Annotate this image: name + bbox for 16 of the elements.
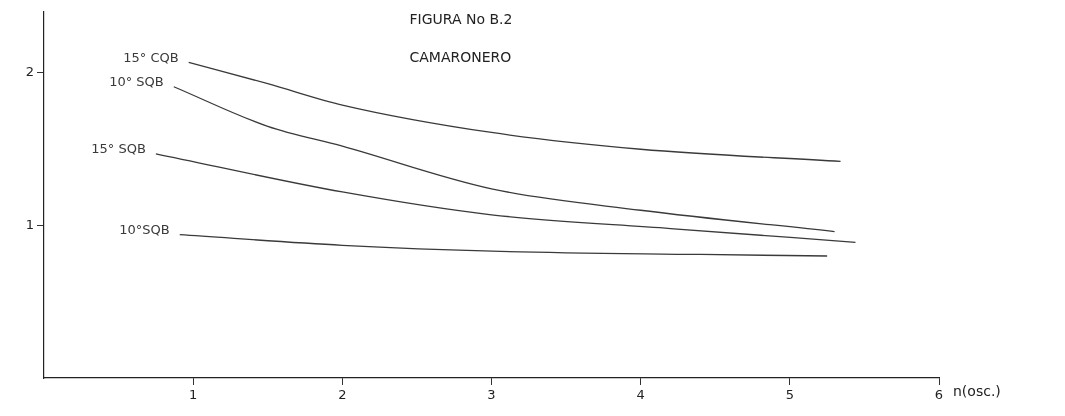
series-label: 10° SQB — [109, 74, 164, 90]
series-label: 10°SQB — [119, 222, 170, 238]
text: CAMARONERO — [409, 48, 512, 65]
line-series — [173, 86, 836, 233]
x-tick-label: 5 — [785, 387, 794, 403]
x-tick-label: 6 — [934, 387, 944, 403]
line-series — [179, 234, 828, 257]
chart-title: FIGURA No B.2 — [409, 10, 513, 27]
x-axis-title: n(osc.) — [953, 382, 1001, 399]
line-series — [188, 61, 842, 163]
series-label: 15° CQB — [123, 49, 179, 65]
series-label: 15° SQB — [91, 141, 146, 157]
x-tick-label: 1 — [189, 387, 198, 403]
x-tick-label: 2 — [338, 387, 347, 403]
x-tick-label: 3 — [487, 387, 496, 403]
x-tick-label: 4 — [636, 387, 645, 403]
